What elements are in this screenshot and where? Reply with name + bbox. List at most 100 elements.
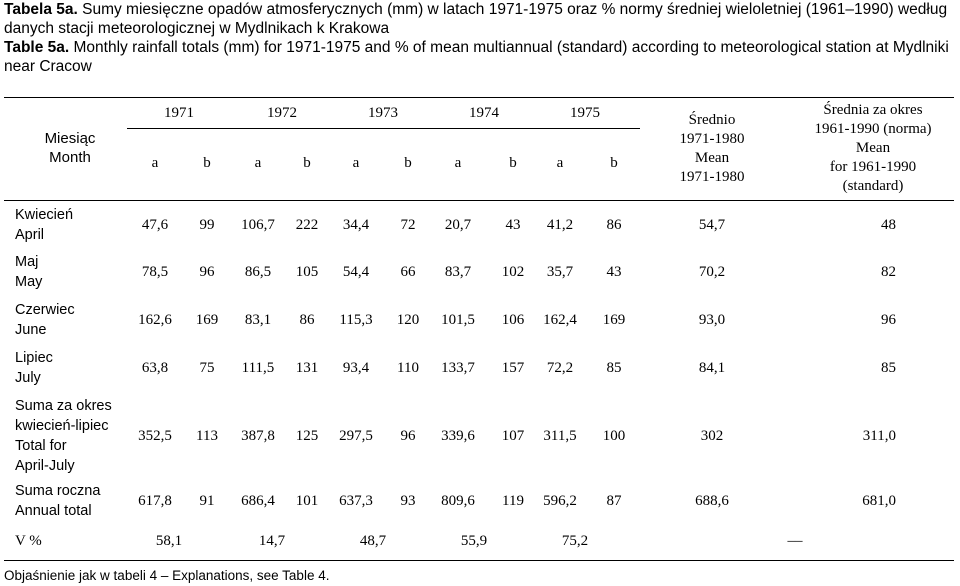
year-header: 1972 xyxy=(267,105,297,121)
norm-cell: 96 xyxy=(881,312,896,328)
value-cell: 387,8 xyxy=(241,428,275,444)
table-caption-en: Table 5a. Monthly rainfall totals (mm) f… xyxy=(4,38,949,57)
value-cell: 617,8 xyxy=(138,493,172,509)
value-cell: 339,6 xyxy=(441,428,475,444)
value-cell: 54,4 xyxy=(342,264,370,280)
value-cell: 99 xyxy=(199,217,215,233)
v-value-cell: 55,9 xyxy=(460,533,488,549)
value-cell: 102 xyxy=(501,264,525,280)
value-cell: 105 xyxy=(295,264,319,280)
norm-header-line: Mean xyxy=(855,140,891,156)
sub-header: b xyxy=(303,155,311,171)
value-cell: 75 xyxy=(199,360,215,376)
value-cell: 131 xyxy=(295,360,319,376)
row-label-line: Lipiec xyxy=(15,350,53,366)
value-cell: 297,5 xyxy=(339,428,373,444)
value-cell: 72,2 xyxy=(546,360,574,376)
row-label-line: Kwiecień xyxy=(15,207,74,223)
caption-en-label: Table 5a. xyxy=(4,39,70,56)
value-cell: 106,7 xyxy=(241,217,275,233)
value-cell: 169 xyxy=(195,312,219,328)
table-bottom-rule xyxy=(4,560,954,561)
row-label: Lipiec July xyxy=(15,348,53,388)
value-cell: 125 xyxy=(295,428,319,444)
sub-header: b xyxy=(203,155,211,171)
row-label-line: Annual total xyxy=(15,503,92,519)
sub-header: b xyxy=(404,155,412,171)
value-cell: 637,3 xyxy=(339,493,373,509)
norm-header: Średnia za okres 1961-1990 (norma) Mean … xyxy=(788,101,958,196)
value-cell: 100 xyxy=(602,428,626,444)
caption-en-text: Monthly rainfall totals (mm) for 1971-19… xyxy=(69,39,949,56)
v-value-cell: 48,7 xyxy=(359,533,387,549)
norm-cell: 85 xyxy=(881,360,896,376)
v-mean-cell: ‒‒ xyxy=(787,533,803,549)
month-header-en: Month xyxy=(49,149,91,166)
value-cell: 162,6 xyxy=(138,312,172,328)
v-value-cell: 14,7 xyxy=(258,533,286,549)
value-cell: 352,5 xyxy=(138,428,172,444)
value-cell: 311,5 xyxy=(543,428,577,444)
row-label: Suma za okres kwiecień-lipiec Total for Apr… xyxy=(15,396,112,476)
year-header: 1971 xyxy=(164,105,194,121)
value-cell: 809,6 xyxy=(441,493,475,509)
row-label: Czerwiec June xyxy=(15,300,75,340)
sub-header: a xyxy=(352,155,360,171)
row-label-line: July xyxy=(15,370,41,386)
value-cell: 20,7 xyxy=(444,217,472,233)
mean-cell: 70,2 xyxy=(698,264,726,280)
value-cell: 93,4 xyxy=(342,360,370,376)
value-cell: 86 xyxy=(299,312,315,328)
mean-cell: 84,1 xyxy=(698,360,726,376)
sub-header: a xyxy=(556,155,564,171)
norm-header-line: 1961-1990 (norma) xyxy=(814,121,932,137)
row-label-line: April xyxy=(15,227,45,243)
v-value-cell: 75,2 xyxy=(561,533,589,549)
sub-header: a xyxy=(454,155,462,171)
table-caption-pl: Tabela 5a. Sumy miesięczne opadów atmosf… xyxy=(4,0,947,19)
value-cell: 63,8 xyxy=(141,360,169,376)
row-label-line: May xyxy=(15,274,43,290)
year-header: 1975 xyxy=(570,105,600,121)
value-cell: 96 xyxy=(400,428,416,444)
value-cell: 686,4 xyxy=(241,493,275,509)
value-cell: 83,7 xyxy=(444,264,472,280)
value-cell: 162,4 xyxy=(543,312,577,328)
sub-header: b xyxy=(509,155,517,171)
value-cell: 91 xyxy=(199,493,215,509)
value-cell: 119 xyxy=(502,493,524,509)
v-row-label: V % xyxy=(15,533,42,549)
table-top-rule xyxy=(4,97,954,98)
value-cell: 87 xyxy=(606,493,622,509)
header-bottom-rule xyxy=(4,200,954,201)
value-cell: 157 xyxy=(501,360,525,376)
mean-cell: 302 xyxy=(700,428,724,444)
value-cell: 133,7 xyxy=(441,360,475,376)
sub-header: a xyxy=(254,155,262,171)
sub-header: b xyxy=(610,155,618,171)
footnote: Objaśnienie jak w tabeli 4 – Explanation… xyxy=(4,568,330,583)
mean-cell: 688,6 xyxy=(695,493,729,509)
value-cell: 222 xyxy=(295,217,319,233)
norm-header-line: (standard) xyxy=(842,178,904,194)
mean-cell: 93,0 xyxy=(698,312,726,328)
value-cell: 96 xyxy=(199,264,215,280)
value-cell: 107 xyxy=(501,428,525,444)
year-header: 1974 xyxy=(469,105,499,121)
row-label-line: kwiecień-lipiec xyxy=(15,418,109,434)
caption-pl-text-2: danych stacji meteorologicznej w Mydlnik… xyxy=(4,20,390,37)
value-cell: 78,5 xyxy=(141,264,169,280)
mean-header-line: Średnio xyxy=(688,112,736,128)
value-cell: 43 xyxy=(606,264,622,280)
value-cell: 169 xyxy=(602,312,626,328)
year-header: 1973 xyxy=(368,105,398,121)
row-label-line: Suma za okres xyxy=(15,398,112,414)
value-cell: 86 xyxy=(606,217,622,233)
value-cell: 110 xyxy=(397,360,419,376)
value-cell: 101 xyxy=(295,493,319,509)
row-label: Kwiecień April xyxy=(15,205,73,245)
caption-pl-label: Tabela 5a. xyxy=(4,1,78,18)
month-header-pl: Miesiąc xyxy=(44,130,96,147)
value-cell: 85 xyxy=(606,360,622,376)
norm-cell: 82 xyxy=(881,264,896,280)
